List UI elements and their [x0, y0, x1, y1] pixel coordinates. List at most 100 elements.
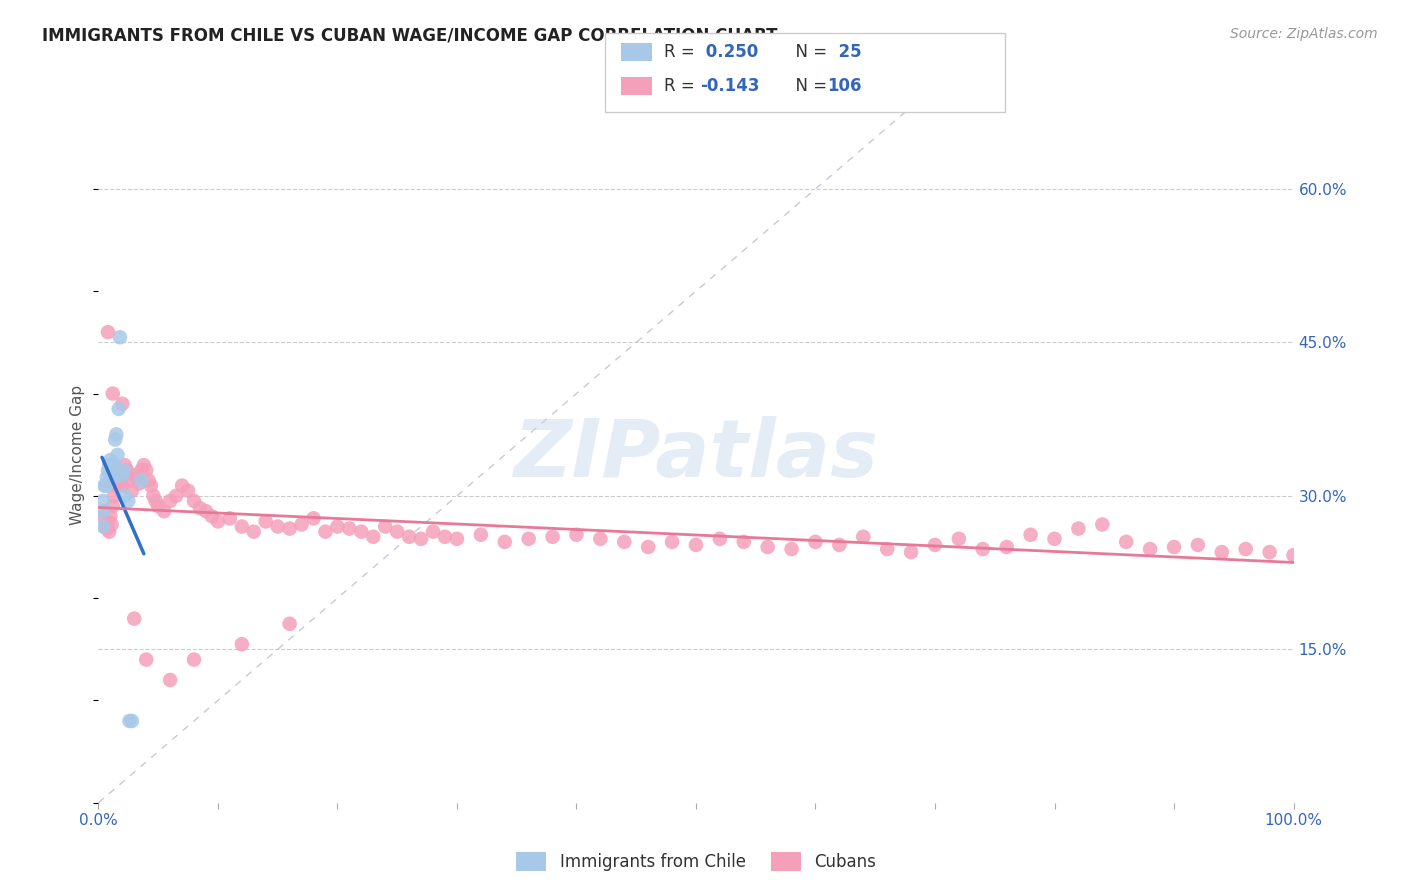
Point: [900, 545, 922, 559]
Point: [972, 542, 994, 557]
Point: [385, 524, 409, 539]
Point: [104, 478, 127, 492]
Point: [112, 463, 135, 477]
Point: [107, 448, 129, 462]
Point: [165, 489, 187, 503]
Point: [267, 519, 290, 533]
Point: [128, 476, 150, 491]
Point: [1067, 522, 1090, 536]
Point: [254, 515, 277, 529]
Point: [207, 515, 229, 529]
Point: [100, 517, 122, 532]
Point: [1187, 538, 1209, 552]
Point: [94, 519, 117, 533]
Point: [153, 504, 176, 518]
Point: [121, 483, 143, 498]
Text: -0.143: -0.143: [700, 77, 759, 95]
Point: [363, 530, 385, 544]
Point: [326, 519, 349, 533]
Point: [97, 515, 120, 529]
Point: [589, 532, 612, 546]
Point: [108, 330, 131, 344]
Point: [177, 483, 200, 498]
Point: [124, 468, 146, 483]
Point: [97, 325, 120, 339]
Point: [96, 470, 118, 484]
Point: [105, 468, 128, 483]
Point: [107, 463, 129, 477]
Point: [661, 535, 683, 549]
Point: [91, 519, 114, 533]
Point: [107, 478, 129, 492]
Point: [98, 458, 121, 472]
Text: N =: N =: [785, 77, 832, 95]
Point: [118, 474, 141, 488]
Point: [924, 538, 946, 552]
Point: [98, 474, 122, 488]
Point: [995, 540, 1018, 554]
Point: [231, 637, 253, 651]
Point: [103, 489, 125, 503]
Point: [125, 470, 148, 484]
Point: [541, 530, 564, 544]
Point: [103, 458, 125, 472]
Point: [135, 463, 157, 477]
Point: [148, 499, 170, 513]
Point: [111, 478, 134, 492]
Point: [114, 458, 136, 472]
Point: [105, 427, 128, 442]
Text: Source: ZipAtlas.com: Source: ZipAtlas.com: [1230, 27, 1378, 41]
Point: [339, 522, 360, 536]
Point: [118, 714, 141, 728]
Point: [98, 509, 122, 524]
Point: [876, 542, 898, 557]
Text: N =: N =: [785, 43, 832, 61]
Point: [398, 530, 420, 544]
Point: [131, 463, 153, 477]
Point: [433, 530, 456, 544]
Point: [96, 522, 118, 536]
Point: [145, 494, 167, 508]
Point: [101, 499, 124, 513]
Point: [100, 468, 122, 483]
Point: [291, 517, 314, 532]
Point: [91, 504, 114, 518]
Point: [111, 397, 134, 411]
Point: [172, 478, 194, 492]
Point: [194, 504, 218, 518]
Point: [852, 530, 875, 544]
Point: [302, 511, 325, 525]
Point: [350, 524, 373, 539]
Point: [107, 401, 129, 416]
Point: [756, 540, 779, 554]
Point: [411, 532, 433, 546]
Point: [97, 463, 120, 477]
Point: [159, 673, 181, 687]
Point: [115, 463, 138, 477]
Point: [1258, 545, 1281, 559]
Point: [1234, 542, 1257, 557]
Point: [315, 524, 337, 539]
Point: [91, 509, 114, 524]
Point: [117, 494, 139, 508]
Point: [1043, 532, 1066, 546]
Point: [685, 538, 707, 552]
Point: [121, 714, 143, 728]
Point: [231, 519, 253, 533]
Point: [183, 494, 205, 508]
Point: [243, 524, 266, 539]
Text: R =: R =: [664, 77, 700, 95]
Point: [637, 540, 659, 554]
Point: [135, 652, 157, 666]
Point: [948, 532, 970, 546]
Text: 0.250: 0.250: [700, 43, 758, 61]
Point: [422, 524, 444, 539]
Point: [101, 470, 124, 484]
Point: [374, 519, 396, 533]
Point: [1163, 540, 1185, 554]
Point: [1019, 527, 1042, 541]
Point: [104, 433, 127, 447]
Point: [114, 489, 136, 503]
Point: [1211, 545, 1233, 559]
Point: [93, 478, 115, 492]
